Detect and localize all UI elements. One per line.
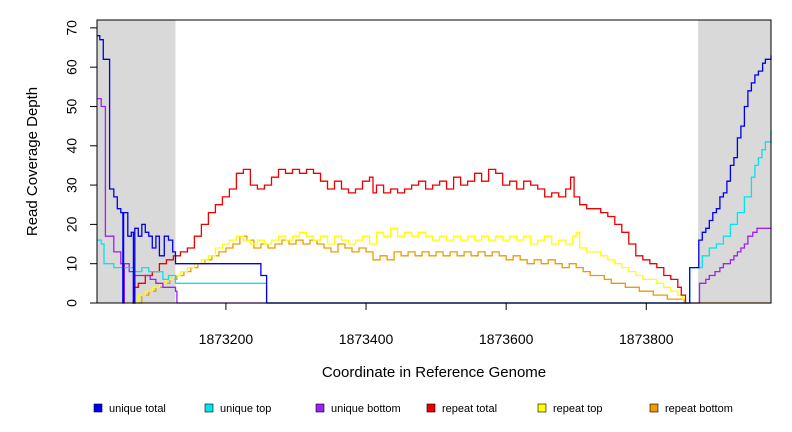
x-tick-label: 1873200 — [199, 331, 254, 347]
y-tick-label: 0 — [64, 299, 80, 307]
legend-item-unique-top: unique top — [204, 403, 271, 415]
y-tick-label: 70 — [64, 20, 80, 36]
shaded-regions — [97, 20, 771, 303]
legend-item-repeat-total: repeat total — [426, 403, 497, 415]
legend-item-unique-bottom: unique bottom — [315, 403, 401, 415]
y-tick-label: 40 — [64, 138, 80, 154]
series-line-repeat-total — [132, 168, 687, 304]
legend-swatch — [426, 403, 436, 413]
legend: unique total unique top unique bottom repea… — [93, 403, 733, 415]
shaded-region-1 — [97, 20, 176, 303]
series-line-unique-bottom — [97, 97, 771, 304]
legend-swatch — [537, 403, 547, 413]
plot-frame — [96, 19, 772, 304]
y-axis: 0 10 20 30 40 50 60 70 — [64, 20, 97, 307]
legend-item-repeat-top: repeat top — [537, 403, 603, 415]
series-line-repeat-bottom — [138, 235, 771, 304]
series-line-unique-top — [97, 130, 772, 304]
y-tick-label: 20 — [64, 216, 80, 232]
legend-label: repeat bottom — [665, 403, 733, 415]
legend-swatch — [315, 403, 325, 413]
legend-item-repeat-bottom: repeat bottom — [649, 403, 733, 415]
legend-item-unique-total: unique total — [93, 403, 166, 415]
legend-swatch — [649, 403, 659, 413]
shaded-region-2 — [698, 20, 771, 303]
series-line-unique-total — [97, 35, 772, 304]
x-axis-title: Coordinate in Reference Genome — [322, 364, 546, 381]
y-tick-label: 10 — [64, 256, 80, 272]
series-lines — [97, 35, 772, 304]
x-tick-label: 1873400 — [339, 331, 394, 347]
legend-swatch — [93, 403, 103, 413]
legend-label: unique bottom — [331, 403, 401, 415]
legend-label: repeat top — [553, 403, 603, 415]
x-tick-label: 1873800 — [619, 331, 674, 347]
y-tick-label: 30 — [64, 177, 80, 193]
legend-label: unique top — [220, 403, 271, 415]
y-axis-title: Read Coverage Depth — [24, 87, 41, 236]
series-line-repeat-top — [134, 227, 687, 304]
y-tick-label: 60 — [64, 59, 80, 75]
x-tick-label: 1873600 — [479, 331, 534, 347]
x-axis: 1873200 1873400 1873600 1873800 — [199, 303, 674, 347]
legend-label: repeat total — [442, 403, 497, 415]
legend-label: unique total — [109, 403, 166, 415]
legend-swatch — [204, 403, 214, 413]
y-tick-label: 50 — [64, 98, 80, 114]
